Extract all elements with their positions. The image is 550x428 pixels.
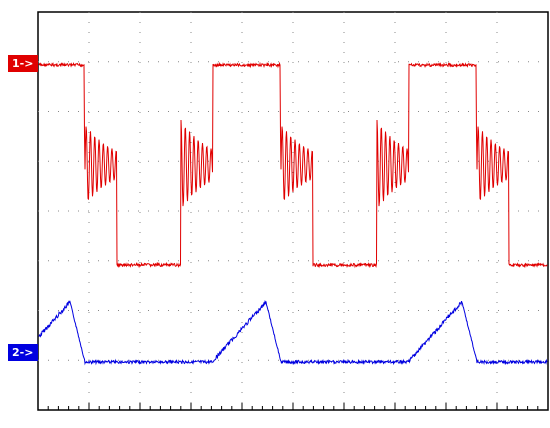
channel-1-marker [8, 55, 38, 72]
channel-1-label: 1-> [12, 57, 33, 70]
channel-2-marker [8, 344, 38, 361]
channel-2-trace [38, 299, 548, 366]
plot-frame [37, 11, 549, 411]
grid [37, 12, 549, 410]
channel-2-label: 2-> [12, 346, 33, 359]
channel-1-trace [38, 61, 548, 269]
